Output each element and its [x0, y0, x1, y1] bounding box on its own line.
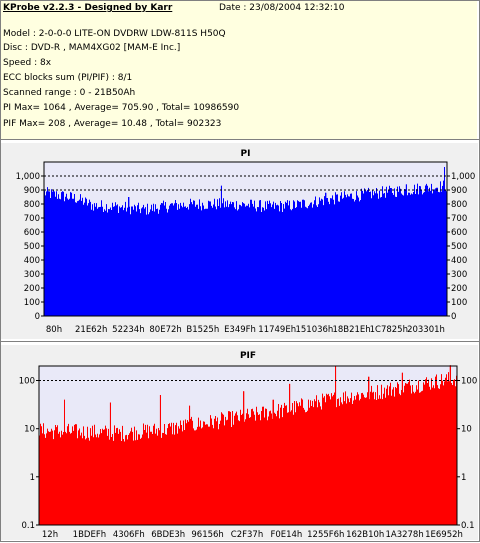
y-tick-label: 200	[24, 284, 40, 294]
y-tick-label-right: 100	[451, 298, 467, 308]
x-tick-label: 162B10h	[346, 530, 384, 540]
y-tick-label: 400	[24, 256, 40, 266]
y-tick-label-right: 500	[451, 242, 467, 252]
y-tick-label: 300	[24, 270, 40, 280]
divider	[0, 341, 480, 342]
disc-info: Disc : DVD-R , MAM4XG02 [MAM-E Inc.]	[3, 43, 181, 53]
x-tick-label: 203301h	[407, 325, 445, 335]
y-tick-label-right: 0.1	[461, 521, 475, 531]
y-tick-label-right: 400	[451, 256, 467, 266]
y-tick-label-right: 10	[461, 425, 472, 435]
x-tick-label: 80E72h	[149, 325, 181, 335]
y-tick-label-right: 200	[451, 284, 467, 294]
x-tick-label: 4306Fh	[113, 530, 145, 540]
y-tick-label-right: 100	[461, 377, 477, 387]
y-tick-label-right: 1	[461, 473, 466, 483]
y-tick-label: 900	[24, 186, 40, 196]
x-tick-label: 1A3278h	[385, 530, 423, 540]
scanned-range: Scanned range : 0 - 21B50Ah	[3, 88, 136, 98]
drive-model: Model : 2-0-0-0 LITE-ON DVDRW LDW-811S H…	[3, 29, 226, 39]
x-tick-label: 21E62h	[75, 325, 107, 335]
y-tick-label-right: 700	[451, 214, 467, 224]
x-tick-label: C2F37h	[231, 530, 263, 540]
x-tick-label: 1255F6h	[307, 530, 344, 540]
y-tick-label-right: 600	[451, 228, 467, 238]
pif-chart-panel: PIF 0.1 0.1 1 1 10 10 100 100 12h 1BDEFh 4306Fh 6BDE…	[1, 345, 478, 540]
pif-statistics: PIF Max= 208 , Average= 10.48 , Total= 9…	[3, 119, 222, 129]
x-tick-label: 6BDE3h	[151, 530, 185, 540]
x-tick-label: 12h	[42, 530, 58, 540]
chart-title: PI	[241, 149, 251, 159]
y-tick-label: 1	[30, 473, 35, 483]
y-tick-label: 100	[19, 377, 35, 387]
app-title[interactable]: KProbe v2.2.3 - Designed by Karr	[3, 3, 173, 13]
y-tick-label-right: 900	[451, 186, 467, 196]
scan-date: Date : 23/08/2004 12:32:10	[219, 3, 345, 13]
plot-border	[38, 365, 458, 526]
y-tick-label: 500	[24, 242, 40, 252]
ecc-blocks-sum: ECC blocks sum (PI/PIF) : 8/1	[3, 73, 133, 83]
y-tick-label: 800	[24, 200, 40, 210]
pi-chart-panel: PI 0 0 100 100 200 200 300 300 400 400 500 500 600 600…	[1, 143, 478, 339]
x-tick-label: F0E14h	[270, 530, 302, 540]
pi-statistics: PI Max= 1064 , Average= 705.90 , Total= …	[3, 103, 240, 113]
x-tick-label: 52234h	[112, 325, 144, 335]
x-tick-label: B1525h	[186, 325, 219, 335]
y-tick-label-right: 800	[451, 200, 467, 210]
y-tick-label: 700	[24, 214, 40, 224]
data-bars	[44, 167, 447, 316]
y-tick-label-right: 0	[451, 312, 456, 322]
y-tick-label: 0	[35, 312, 40, 322]
plot-border	[43, 161, 448, 317]
scan-speed: Speed : 8x	[3, 58, 52, 68]
y-tick-label: 600	[24, 228, 40, 238]
x-tick-label: 80h	[46, 325, 62, 335]
divider	[0, 139, 480, 140]
x-tick-label: 151036h	[295, 325, 333, 335]
x-tick-label: 1E6952h	[425, 530, 463, 540]
pi-chart: PI 0 0 100 100 200 200 300 300 400 400 500 500 600 600…	[16, 149, 476, 335]
pif-chart: PIF 0.1 0.1 1 1 10 10 100 100 12h 1BDEFh 4306Fh 6BDE…	[19, 351, 477, 540]
chart-title: PIF	[240, 351, 256, 361]
y-tick-label: 10	[24, 425, 35, 435]
y-tick-label: 0.1	[21, 521, 35, 531]
data-bars	[39, 365, 457, 525]
y-tick-label-right: 300	[451, 270, 467, 280]
x-tick-label: 96156h	[191, 530, 223, 540]
x-tick-label: E349Fh	[224, 325, 256, 335]
x-tick-label: 1C7825h	[370, 325, 408, 335]
y-tick-label-right: 1,000	[451, 172, 475, 182]
x-tick-label: 11749Eh	[258, 325, 296, 335]
x-tick-label: 18B21Eh	[332, 325, 370, 335]
x-tick-label: 1BDEFh	[73, 530, 106, 540]
info-panel: KProbe v2.2.3 - Designed by Karr Date : …	[1, 1, 477, 139]
y-tick-label: 1,000	[16, 172, 40, 182]
y-tick-label: 100	[24, 298, 40, 308]
